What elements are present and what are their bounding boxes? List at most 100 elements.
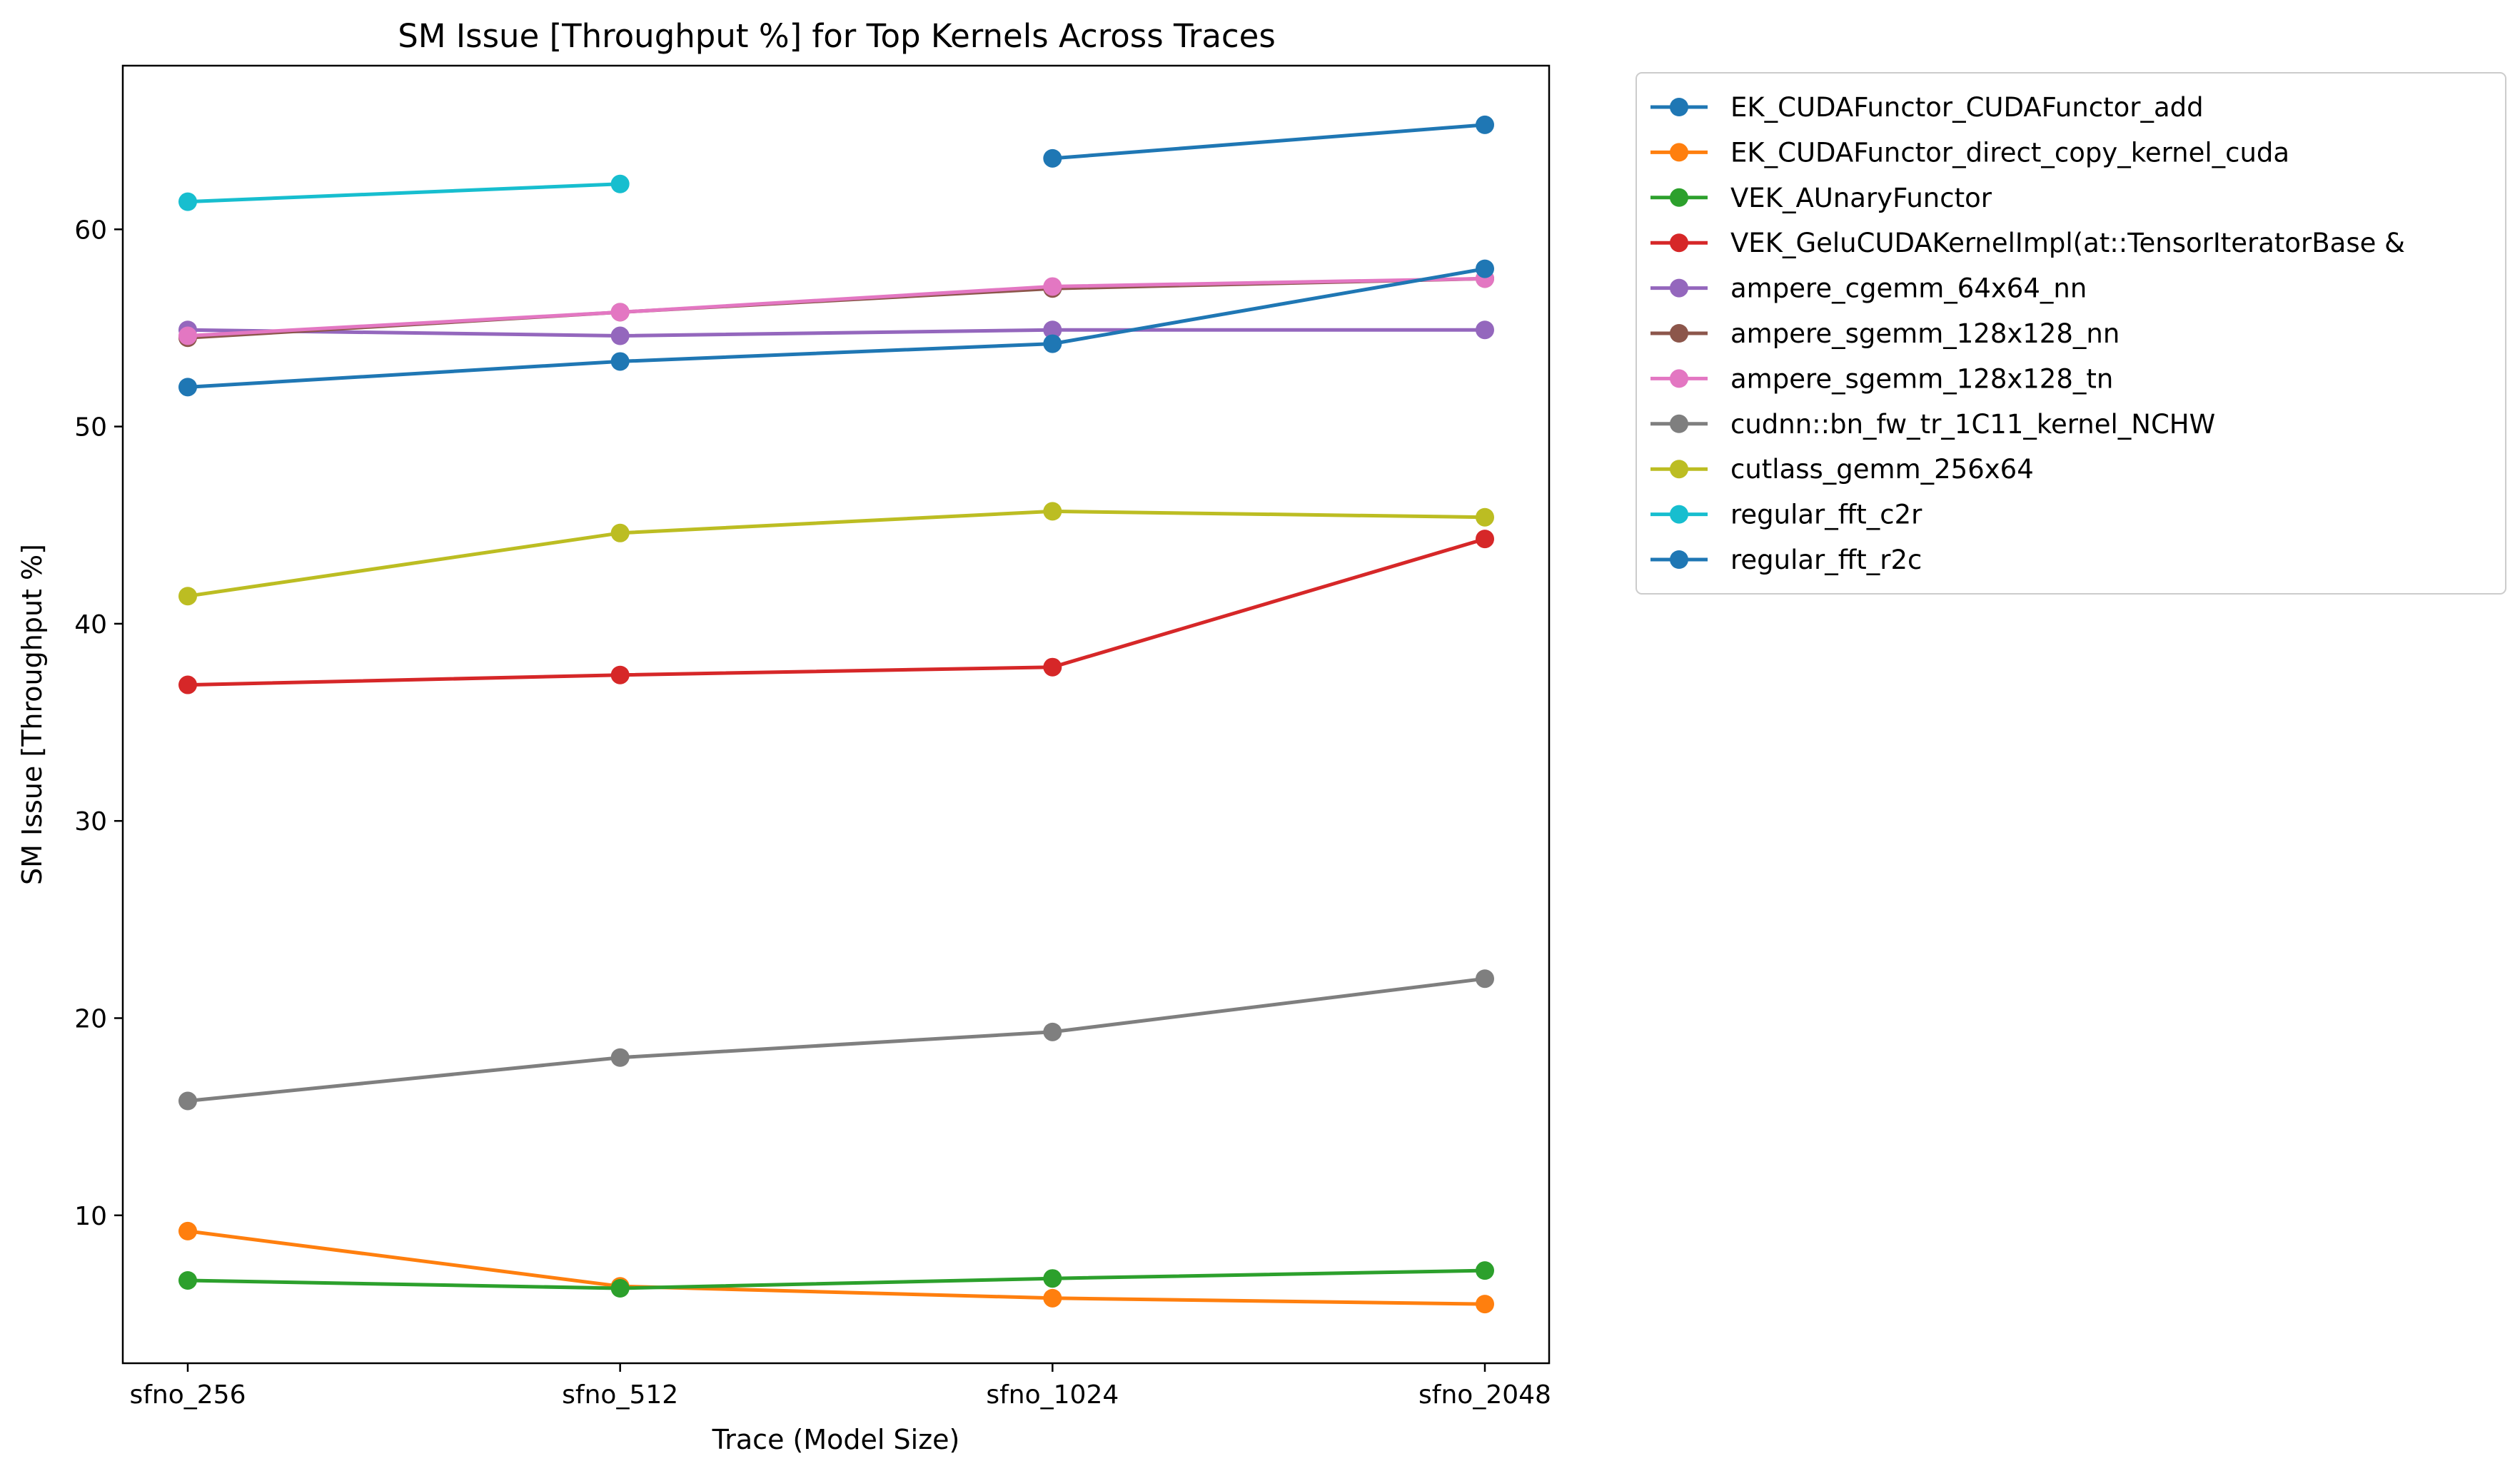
legend-item: regular_fft_r2c: [1650, 545, 1922, 575]
legend-label: VEK_AUnaryFunctor: [1730, 183, 1992, 213]
series-line: [1052, 123, 1486, 161]
legend-label: ampere_cgemm_64x64_nn: [1730, 273, 2087, 304]
legend-item: ampere_sgemm_128x128_nn: [1650, 318, 2120, 349]
legend-item: cudnn::bn_fw_tr_1C11_kernel_NCHW: [1650, 409, 2215, 440]
legend-label: regular_fft_c2r: [1730, 500, 1922, 530]
legend-item: EK_CUDAFunctor_direct_copy_kernel_cuda: [1650, 137, 2289, 168]
legend-swatch-marker: [1670, 143, 1688, 162]
data-point: [178, 1221, 197, 1240]
legend-item: cutlass_gemm_256x64: [1650, 454, 2034, 485]
legend-swatch-marker: [1670, 369, 1688, 388]
legend-label: EK_CUDAFunctor_CUDAFunctor_add: [1730, 92, 2204, 123]
data-point: [1476, 969, 1494, 989]
series-2: [178, 1261, 1494, 1298]
data-point: [1043, 1022, 1062, 1041]
series-1: [178, 1221, 1494, 1314]
data-point: [1043, 1288, 1062, 1308]
legend: EK_CUDAFunctor_CUDAFunctor_add EK_CUDAFun…: [1636, 72, 2506, 595]
legend-label: VEK_GeluCUDAKernelImpl(at::TensorIterato…: [1730, 228, 2405, 258]
legend-item: ampere_cgemm_64x64_nn: [1650, 273, 2087, 304]
data-point: [610, 326, 630, 345]
data-point: [178, 326, 197, 345]
data-point: [1476, 320, 1494, 340]
data-point: [610, 174, 630, 193]
legend-swatch-marker: [1670, 324, 1688, 343]
y-tick-label: 40: [74, 610, 107, 640]
chart-title: SM Issue [Throughput %] for Top Kernels …: [398, 17, 1276, 55]
series-3: [178, 530, 1494, 694]
data-point: [178, 378, 197, 397]
data-point: [1476, 115, 1494, 134]
series-line: [187, 1229, 1486, 1306]
data-point: [1043, 320, 1062, 340]
legend-swatch-marker: [1670, 98, 1688, 116]
y-tick-label: 60: [74, 216, 107, 245]
data-point: [1476, 1261, 1494, 1280]
data-point: [178, 675, 197, 694]
x-tick-label: sfno_512: [562, 1380, 678, 1410]
legend-label: EK_CUDAFunctor_direct_copy_kernel_cuda: [1730, 137, 2289, 168]
legend-item: EK_CUDAFunctor_CUDAFunctor_add: [1650, 92, 2204, 123]
data-point: [610, 1279, 630, 1298]
x-tick-label: sfno_2048: [1418, 1380, 1551, 1410]
series-0: [1043, 115, 1494, 168]
legend-swatch-marker: [1670, 278, 1688, 298]
legend-label: cutlass_gemm_256x64: [1730, 454, 2034, 485]
legend-frame: [1636, 72, 2506, 595]
legend-label: cudnn::bn_fw_tr_1C11_kernel_NCHW: [1730, 409, 2215, 440]
series-line: [187, 509, 1486, 598]
x-axis-label: Trace (Model Size): [712, 1424, 960, 1455]
series-4: [178, 320, 1494, 345]
legend-item: VEK_AUnaryFunctor: [1650, 183, 1992, 213]
legend-swatch-marker: [1670, 233, 1688, 253]
y-tick-label: 30: [74, 807, 107, 836]
legend-swatch-marker: [1670, 460, 1688, 479]
legend-swatch-marker: [1670, 414, 1688, 433]
series-line: [187, 267, 1486, 389]
legend-item: VEK_GeluCUDAKernelImpl(at::TensorIterato…: [1650, 228, 2405, 258]
y-axis: 10 20 30 40 50 60: [74, 216, 123, 1231]
legend-label: ampere_sgemm_128x128_tn: [1730, 363, 2113, 394]
data-point: [178, 192, 197, 211]
data-point: [610, 303, 630, 322]
series-line: [187, 328, 1485, 338]
y-tick-label: 10: [74, 1202, 107, 1231]
legend-label: regular_fft_r2c: [1730, 545, 1922, 575]
legend-label: ampere_sgemm_128x128_nn: [1730, 318, 2120, 349]
data-point: [1043, 502, 1062, 521]
series-6: [178, 269, 1494, 345]
y-tick-label: 20: [74, 1004, 107, 1033]
series-line: [187, 976, 1486, 1103]
data-point: [610, 665, 630, 684]
series-line: [187, 1268, 1486, 1290]
data-point: [610, 1048, 630, 1067]
data-point: [1476, 530, 1494, 549]
legend-swatch-marker: [1670, 550, 1688, 569]
data-point: [1043, 148, 1062, 168]
series-8: [178, 502, 1494, 606]
data-point: [178, 1091, 197, 1111]
data-point: [1476, 1295, 1494, 1314]
legend-item: ampere_sgemm_128x128_tn: [1650, 363, 2113, 394]
legend-item: regular_fft_c2r: [1650, 500, 1922, 530]
series-7: [178, 969, 1494, 1111]
plot-frame: [121, 64, 1551, 1365]
x-tick-label: sfno_1024: [986, 1380, 1119, 1410]
x-axis: sfno_256 sfno_512 sfno_1024 sfno_2048: [130, 1363, 1551, 1410]
y-tick-label: 50: [74, 413, 107, 443]
data-point: [1476, 507, 1494, 527]
series-9: [178, 174, 630, 211]
data-point: [178, 587, 197, 606]
data-point: [1043, 657, 1062, 677]
data-point: [1476, 259, 1494, 278]
data-point: [178, 1270, 197, 1290]
data-point: [1043, 1269, 1062, 1288]
series-10: [178, 259, 1494, 397]
series-line: [187, 276, 1486, 338]
x-tick-label: sfno_256: [130, 1380, 246, 1410]
data-point: [1043, 334, 1062, 353]
series-line: [187, 537, 1486, 687]
series-line: [187, 182, 620, 204]
data-point: [1043, 277, 1062, 296]
